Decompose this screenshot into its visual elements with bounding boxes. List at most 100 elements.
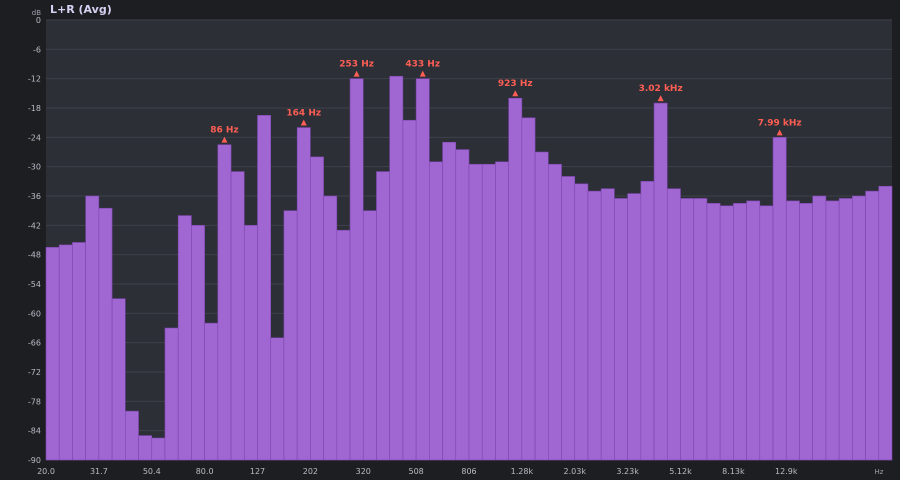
peak-marker <box>776 129 783 136</box>
spectrum-bar <box>389 75 404 461</box>
spectrum-bar <box>838 198 853 461</box>
peak-label: 164 Hz <box>286 109 321 119</box>
spectrum-bar <box>217 144 232 461</box>
spectrum-bar <box>799 203 813 461</box>
y-tick-label: -48 <box>28 251 41 260</box>
y-tick-label: -18 <box>28 104 41 113</box>
x-tick-label: 3.23k <box>616 467 639 476</box>
spectrum-bar <box>508 97 523 461</box>
spectrum-bar <box>310 156 324 461</box>
spectrum-bar <box>733 203 747 461</box>
spectrum-bar <box>640 181 655 461</box>
spectrum-bar <box>706 203 721 461</box>
y-tick-label: -30 <box>28 163 41 172</box>
y-tick-label: -12 <box>28 75 41 84</box>
y-tick-label: -42 <box>28 221 41 230</box>
spectrum-bar <box>402 119 417 461</box>
spectrum-bar <box>852 195 866 461</box>
peak-marker <box>419 70 426 77</box>
x-tick-label: 2.03k <box>564 467 587 476</box>
spectrum-bar <box>296 127 311 461</box>
spectrum-bar <box>534 151 549 461</box>
x-tick-label: 8.13k <box>722 467 745 476</box>
spectrum-bar <box>230 171 245 461</box>
spectrum-bar <box>111 298 126 461</box>
peak-label: 7.99 kHz <box>758 118 802 128</box>
spectrum-bar <box>693 198 708 461</box>
spectrum-bar <box>151 437 166 461</box>
spectrum-bar <box>362 210 377 461</box>
peak-label: 253 Hz <box>339 60 374 70</box>
y-tick-label: -24 <box>28 133 41 142</box>
x-tick-label: 508 <box>408 467 423 476</box>
spectrum-bar <box>746 200 761 461</box>
peak-marker <box>221 136 228 143</box>
spectrum-bar <box>429 161 443 461</box>
peak-marker <box>300 119 307 126</box>
spectrum-bar <box>349 78 364 461</box>
y-tick-label: -6 <box>33 45 41 54</box>
spectrum-bar <box>177 215 192 461</box>
spectrum-bar <box>587 190 602 461</box>
spectrum-bar <box>680 198 695 461</box>
spectrum-bar <box>812 195 827 461</box>
spectrum-bar <box>415 78 430 461</box>
spectrum-bar <box>481 163 496 461</box>
spectrum-bar <box>376 171 390 461</box>
x-tick-label: 127 <box>250 467 265 476</box>
peak-marker <box>353 70 360 77</box>
x-tick-label: 80.0 <box>196 467 214 476</box>
spectrum-bar <box>98 207 113 461</box>
spectrum-bar <box>45 247 60 461</box>
x-tick-label: 202 <box>303 467 318 476</box>
spectrum-bar <box>58 244 73 461</box>
spectrum-bar <box>442 141 457 461</box>
spectrum-bar <box>468 163 483 461</box>
x-tick-label: 320 <box>356 467 371 476</box>
x-tick-label: 31.7 <box>90 467 108 476</box>
spectrum-bar <box>521 117 536 461</box>
spectrum-bar <box>574 183 589 461</box>
peak-label: 433 Hz <box>405 60 440 70</box>
spectrum-bar <box>614 198 628 461</box>
spectrum-bar <box>548 163 562 461</box>
peak-label: 923 Hz <box>498 79 533 89</box>
peak-label: 3.02 kHz <box>639 84 683 94</box>
y-axis: 0 -6 -12 -18 -24 -30 -36 -42 -48 -54 -60 -66 -72 -78 -… <box>28 16 41 465</box>
spectrum-bar <box>627 193 642 461</box>
y-tick-label: 0 <box>36 16 41 25</box>
spectrum-bar <box>243 225 258 461</box>
y-tick-label: -66 <box>28 339 41 348</box>
spectrum-bar <box>72 242 86 461</box>
spectrum-bar <box>85 195 100 461</box>
spectrum-bar <box>283 210 298 461</box>
spectrum-bar <box>666 188 681 461</box>
spectrum-bar <box>323 195 338 461</box>
y-tick-label: -84 <box>28 427 41 436</box>
spectrum-bar <box>257 115 272 461</box>
spectrum-bar <box>561 176 576 461</box>
y-tick-label: -36 <box>28 192 41 201</box>
spectrum-bar <box>138 435 153 461</box>
spectrum-bar <box>191 225 205 461</box>
x-tick-label: 50.4 <box>143 467 161 476</box>
spectrum-bar <box>825 200 840 461</box>
spectrum-bar <box>759 205 774 461</box>
x-tick-label: 1.28k <box>511 467 534 476</box>
spectrum-bar <box>270 337 285 461</box>
bars <box>45 75 893 461</box>
y-tick-label: -90 <box>28 456 41 465</box>
spectrum-bar <box>600 188 615 461</box>
spectrum-bar <box>336 229 351 461</box>
spectrum-bar <box>785 200 800 461</box>
y-tick-label: -72 <box>28 368 41 377</box>
chart-title: L+R (Avg) <box>50 3 112 16</box>
x-axis: 20.0 31.7 50.4 80.0 127 202 320 508 806 1.28k 2.03… <box>37 467 798 476</box>
peak-label: 86 Hz <box>210 126 238 136</box>
x-tick-label: 20.0 <box>37 467 55 476</box>
spectrum-bar <box>495 161 509 461</box>
x-tick-label: 806 <box>461 467 476 476</box>
x-tick-label: 12.9k <box>775 467 798 476</box>
spectrum-bar <box>455 149 470 461</box>
